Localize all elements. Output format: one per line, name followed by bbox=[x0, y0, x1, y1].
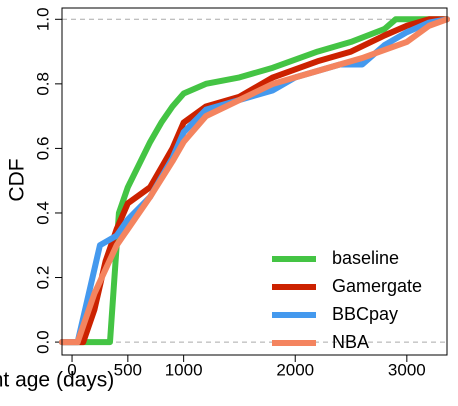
legend-label: BBCpay bbox=[332, 304, 398, 324]
plot-frame bbox=[61, 7, 448, 356]
cdf-line bbox=[59, 16, 450, 346]
legend-label: baseline bbox=[332, 248, 399, 268]
x-tick-label: 2000 bbox=[276, 360, 314, 379]
y-tick-label: 0.8 bbox=[33, 72, 52, 96]
legend-label: Gamergate bbox=[332, 276, 422, 296]
x-tick-label: 3000 bbox=[388, 360, 426, 379]
y-tick-label: 0.4 bbox=[33, 201, 52, 225]
y-axis-label: CDF bbox=[6, 158, 29, 201]
x-tick-label: 1000 bbox=[165, 360, 203, 379]
legend-label: NBA bbox=[332, 332, 369, 352]
y-tick-label: 0.0 bbox=[33, 330, 52, 354]
cdf-line bbox=[59, 16, 450, 346]
y-tick-label: 1.0 bbox=[33, 7, 52, 31]
x-tick-label: 0 bbox=[67, 360, 76, 379]
x-axis-label: account age (days) bbox=[0, 369, 114, 392]
x-tick-label: 500 bbox=[114, 360, 142, 379]
y-tick-label: 0.2 bbox=[33, 266, 52, 290]
y-tick-label: 0.6 bbox=[33, 137, 52, 161]
